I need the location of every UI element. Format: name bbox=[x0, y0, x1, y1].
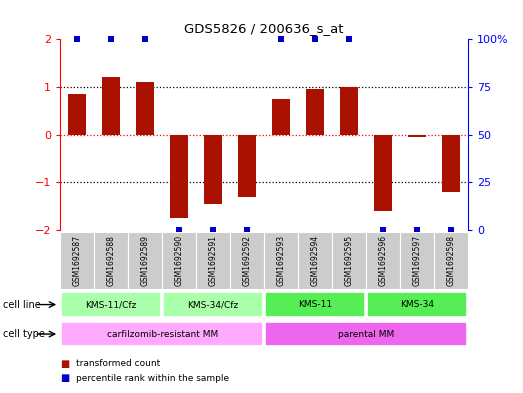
Bar bbox=[61, 292, 162, 317]
Text: GSM1692591: GSM1692591 bbox=[209, 235, 218, 286]
Text: carfilzomib-resistant MM: carfilzomib-resistant MM bbox=[107, 330, 218, 338]
Bar bbox=[265, 292, 366, 317]
Bar bbox=[238, 134, 256, 196]
Bar bbox=[332, 232, 366, 289]
Text: parental MM: parental MM bbox=[338, 330, 394, 338]
Bar bbox=[264, 232, 298, 289]
Bar bbox=[94, 232, 128, 289]
Text: GSM1692588: GSM1692588 bbox=[107, 235, 116, 286]
Bar bbox=[408, 134, 426, 137]
Text: GSM1692598: GSM1692598 bbox=[447, 235, 456, 286]
Text: GSM1692589: GSM1692589 bbox=[141, 235, 150, 286]
Text: ■: ■ bbox=[60, 358, 70, 369]
Text: cell line: cell line bbox=[3, 299, 40, 310]
Text: KMS-11/Cfz: KMS-11/Cfz bbox=[85, 300, 137, 309]
Text: GSM1692593: GSM1692593 bbox=[277, 235, 286, 286]
Bar bbox=[306, 89, 324, 134]
Text: GSM1692597: GSM1692597 bbox=[413, 235, 422, 286]
Text: GSM1692592: GSM1692592 bbox=[243, 235, 252, 286]
Text: ■: ■ bbox=[60, 373, 70, 384]
Text: KMS-11: KMS-11 bbox=[298, 300, 332, 309]
Text: percentile rank within the sample: percentile rank within the sample bbox=[76, 374, 229, 383]
Bar bbox=[298, 232, 332, 289]
Bar bbox=[340, 87, 358, 134]
Text: cell type: cell type bbox=[3, 329, 44, 339]
Text: GSM1692595: GSM1692595 bbox=[345, 235, 354, 286]
Text: transformed count: transformed count bbox=[76, 359, 160, 368]
Text: GSM1692594: GSM1692594 bbox=[311, 235, 320, 286]
Bar bbox=[367, 292, 468, 317]
Text: GSM1692596: GSM1692596 bbox=[379, 235, 388, 286]
Title: GDS5826 / 200636_s_at: GDS5826 / 200636_s_at bbox=[185, 22, 344, 35]
Bar bbox=[230, 232, 264, 289]
Bar bbox=[136, 82, 154, 134]
Text: GSM1692587: GSM1692587 bbox=[73, 235, 82, 286]
Bar bbox=[272, 99, 290, 134]
Bar bbox=[170, 134, 188, 218]
Bar bbox=[163, 292, 264, 317]
Text: KMS-34: KMS-34 bbox=[400, 300, 434, 309]
Bar bbox=[196, 232, 230, 289]
Bar bbox=[61, 321, 264, 347]
Bar bbox=[128, 232, 162, 289]
Bar bbox=[434, 232, 468, 289]
Bar bbox=[442, 134, 460, 192]
Bar bbox=[162, 232, 196, 289]
Bar bbox=[68, 94, 86, 134]
Bar bbox=[204, 134, 222, 204]
Bar bbox=[374, 134, 392, 211]
Bar bbox=[102, 77, 120, 134]
Bar bbox=[265, 321, 468, 347]
Text: KMS-34/Cfz: KMS-34/Cfz bbox=[188, 300, 238, 309]
Bar bbox=[366, 232, 400, 289]
Text: GSM1692590: GSM1692590 bbox=[175, 235, 184, 286]
Bar bbox=[60, 232, 94, 289]
Bar bbox=[400, 232, 434, 289]
